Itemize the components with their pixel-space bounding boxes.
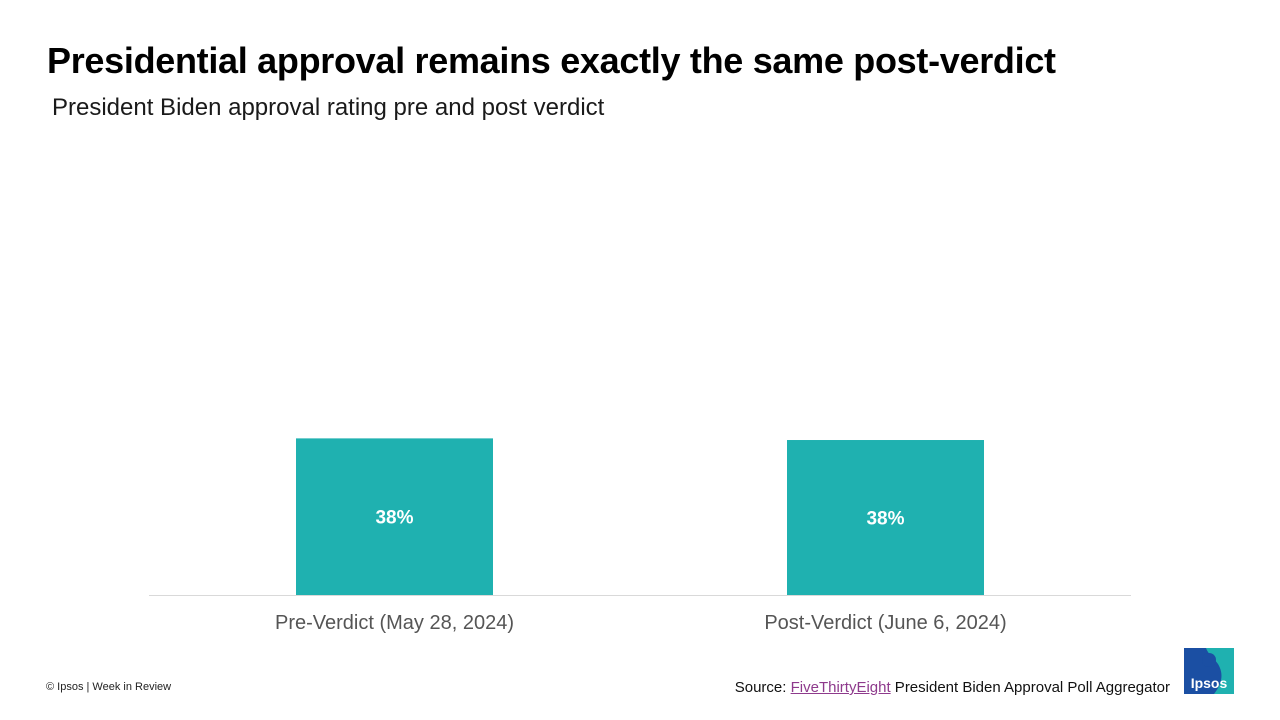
chart-subtitle: President Biden approval rating pre and … [52,94,605,121]
source-prefix: Source: [734,679,791,696]
data-label-1: 38% [375,508,413,529]
x-tick-label-1: Pre-Verdict (May 28, 2024) [275,612,514,634]
ipsos-logo: Ipsos [1184,648,1234,694]
logo-head [1202,653,1216,667]
source-link[interactable]: FiveThirtyEight [790,679,891,696]
footer-copyright: © Ipsos | Week in Review [46,681,172,693]
x-tick-label-2: Post-Verdict (June 6, 2024) [764,612,1006,634]
data-label-2: 38% [866,509,904,530]
chart-title: Presidential approval remains exactly th… [47,40,1056,81]
bar-2 [787,440,984,595]
bar-1 [296,438,493,595]
source-note: Source: FiveThirtyEight President Biden … [735,679,1170,696]
logo-accent [1206,648,1234,694]
source-suffix: President Biden Approval Poll Aggregator [890,679,1170,696]
logo-text: Ipsos [1191,675,1228,691]
